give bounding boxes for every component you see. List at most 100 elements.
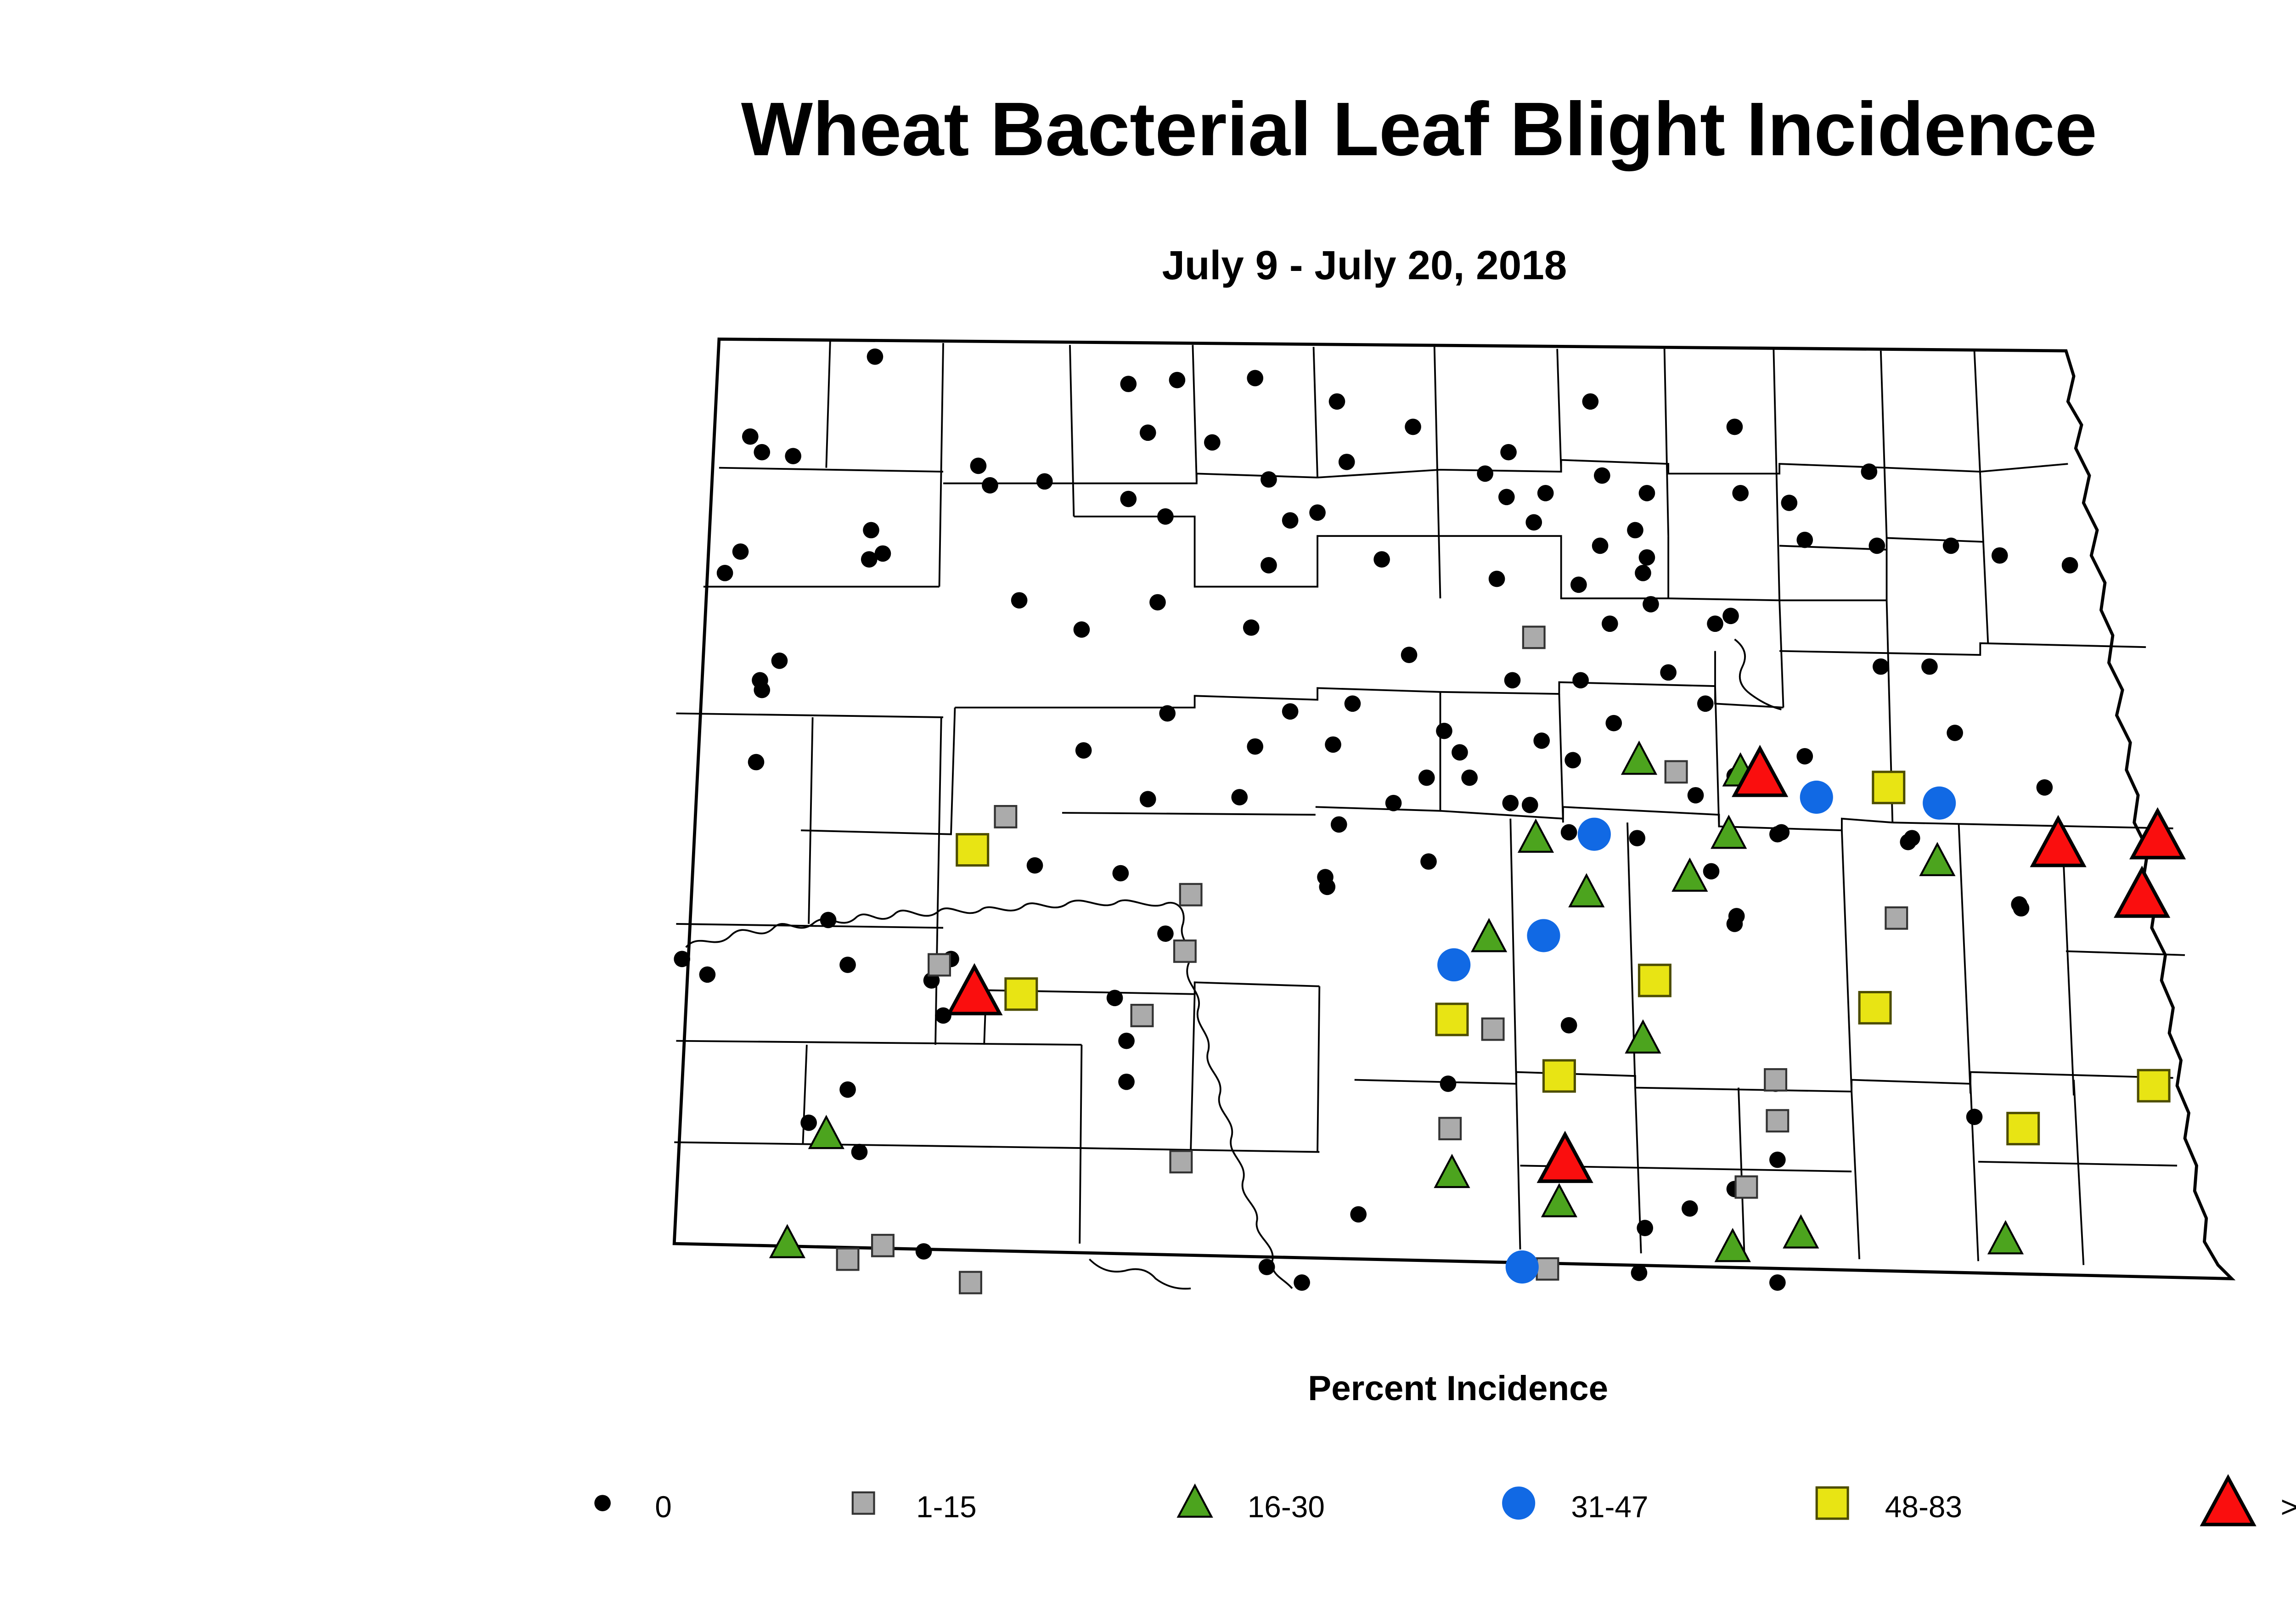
dot-marker: [1325, 736, 1342, 753]
dot-marker: [1319, 878, 1336, 895]
green_triangle-marker: [769, 1224, 806, 1259]
dot-marker: [1627, 522, 1644, 539]
dot-marker: [916, 1243, 932, 1260]
dot-marker: [1629, 830, 1646, 847]
dot-marker: [875, 545, 891, 562]
gray_square-marker: [1764, 1068, 1788, 1092]
gray_square-marker: [928, 953, 951, 977]
dot-marker: [1522, 797, 1539, 813]
dot-marker: [1498, 489, 1515, 506]
legend-item-4883: 48-83: [1799, 1450, 1962, 1555]
yellow_square-marker: [1435, 1002, 1469, 1036]
dot-marker: [1631, 1265, 1648, 1281]
dot-marker: [1247, 738, 1264, 755]
legend-label: 0: [655, 1490, 672, 1524]
gray_square-marker: [1173, 940, 1197, 963]
dot-marker: [1643, 596, 1660, 613]
dot-marker: [1440, 1075, 1457, 1092]
green_triangle-marker: [1919, 842, 1956, 877]
dot-marker: [1769, 1274, 1786, 1291]
yellow_square-marker: [956, 833, 990, 867]
dot-marker: [1329, 393, 1345, 410]
dot-marker: [1157, 925, 1174, 942]
dot-marker: [1947, 725, 1964, 741]
green_triangle-marker: [1541, 1183, 1578, 1217]
dot-marker: [1405, 418, 1422, 435]
dot-marker: [1564, 752, 1581, 769]
dot-marker: [1639, 485, 1655, 501]
green_triangle-marker: [1471, 918, 1508, 952]
dot-marker: [1727, 916, 1743, 932]
dot-marker: [1533, 732, 1550, 749]
red_triangle-marker: [2129, 807, 2186, 860]
yellow_square-marker: [1638, 963, 1672, 997]
dot-marker: [1075, 742, 1092, 759]
dot-marker: [1592, 537, 1609, 554]
blue_circle-marker: [1923, 786, 1956, 820]
dot-marker: [863, 522, 880, 539]
dot-marker: [699, 966, 716, 983]
red_triangle-marker: [2030, 815, 2087, 867]
dot-marker: [1561, 824, 1577, 841]
dot-marker: [1722, 608, 1739, 625]
dot-marker: [1727, 418, 1743, 435]
red_triangle-marker: [2114, 866, 2171, 918]
dot-marker: [1247, 370, 1264, 387]
dot-marker: [1204, 434, 1221, 451]
dot-marker: [1966, 1109, 1983, 1126]
dot-marker: [1796, 532, 1813, 548]
yellow_square-marker: [1858, 991, 1892, 1025]
gray_square-marker: [1766, 1109, 1790, 1133]
dot-marker: [1118, 1032, 1135, 1049]
red-triangle-icon: [2195, 1450, 2261, 1555]
dot-marker: [1418, 769, 1435, 786]
dot-marker: [1436, 723, 1453, 739]
dot-icon: [569, 1450, 636, 1555]
dot-marker: [1635, 565, 1652, 581]
green_triangle-marker: [1518, 818, 1554, 853]
dot-marker: [754, 444, 771, 461]
dot-marker: [785, 448, 802, 465]
dot-marker: [970, 457, 987, 474]
legend: 0 1-15 16-30 31-47 48-83 > 83: [0, 1450, 2296, 1555]
series-gray_square: [836, 625, 1908, 1295]
red_triangle-marker: [1537, 1131, 1594, 1183]
dot-marker: [748, 754, 765, 771]
red_triangle-marker: [946, 963, 1003, 1016]
blue_circle-marker: [1506, 1250, 1539, 1284]
dot-marker: [1605, 715, 1622, 732]
dot-marker: [1525, 514, 1542, 531]
legend-label: 16-30: [1247, 1490, 1325, 1524]
dot-marker: [1582, 393, 1599, 410]
dot-marker: [1339, 454, 1356, 470]
blue_circle-marker: [1800, 781, 1834, 814]
dot-marker: [1149, 594, 1166, 611]
dot-marker: [1294, 1274, 1311, 1291]
dot-marker: [1703, 863, 1720, 880]
dot-marker: [1900, 833, 1917, 850]
dot-marker: [1769, 1151, 1786, 1168]
legend-label: 1-15: [916, 1490, 977, 1524]
dot-marker: [1639, 549, 1655, 566]
dot-marker: [1873, 658, 1890, 675]
gray_square-marker: [1734, 1175, 1758, 1199]
dot-marker: [935, 1007, 952, 1024]
dot-marker: [1231, 789, 1248, 805]
dot-marker: [1120, 376, 1137, 393]
state-outline: [673, 338, 2236, 1281]
legend-label: 31-47: [1571, 1490, 1649, 1524]
dot-marker: [1401, 647, 1418, 664]
dot-marker: [839, 957, 856, 974]
series-red_triangle: [946, 745, 2186, 1183]
dot-marker: [1732, 485, 1749, 501]
dot-marker: [867, 348, 884, 365]
green_triangle-marker: [808, 1115, 845, 1149]
dot-marker: [1781, 495, 1798, 512]
dot-marker: [1036, 473, 1053, 490]
dot-marker: [861, 551, 878, 568]
dot-marker: [1385, 795, 1402, 811]
dot-marker: [1140, 791, 1157, 808]
green_triangle-marker: [1621, 740, 1658, 775]
dot-marker: [754, 681, 771, 698]
